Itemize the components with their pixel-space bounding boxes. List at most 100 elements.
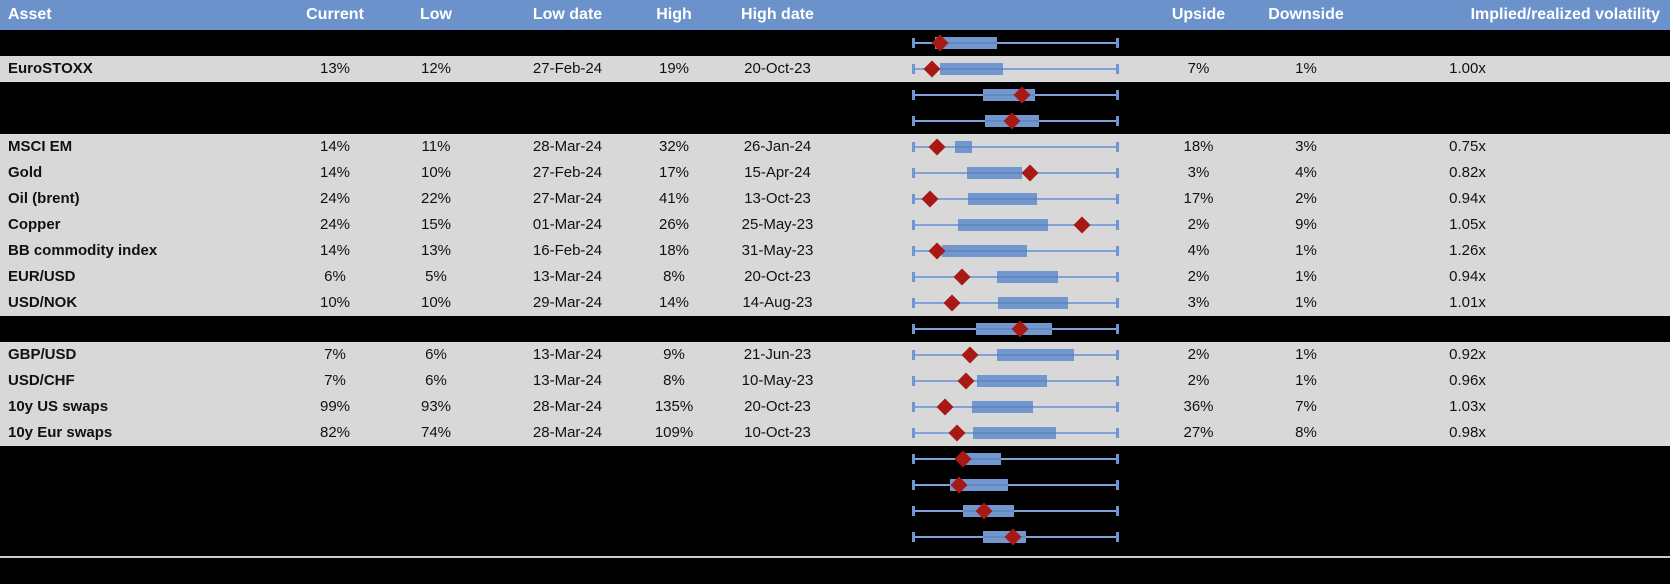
cell-asset: Copper [8, 216, 61, 233]
cell-high-date: 20-Oct-23 [744, 268, 811, 285]
whisker-cap-right [1116, 350, 1119, 360]
cell-high-date: 20-Oct-23 [744, 60, 811, 77]
boxplot [912, 498, 1119, 524]
table-row: Oil (brent) 24% 22% 27-Mar-24 41% 13-Oct-23 17… [0, 186, 1670, 212]
interquartile-box [973, 427, 1056, 439]
whisker-cap-left [912, 350, 915, 360]
whisker-cap-left [912, 532, 915, 542]
interquartile-box [967, 167, 1022, 179]
spacer-row [0, 524, 1670, 550]
cell-low: 10% [420, 294, 452, 311]
cell-downside: 7% [1295, 398, 1317, 415]
cell-upside: 2% [1187, 346, 1210, 363]
whisker-line [913, 510, 1117, 512]
interquartile-box [977, 375, 1048, 387]
boxplot [912, 30, 1119, 56]
current-level-diamond-marker [957, 372, 975, 390]
interquartile-box [968, 193, 1038, 205]
cell-upside: 3% [1187, 164, 1210, 181]
current-level-diamond-marker [961, 346, 979, 364]
spacer-row [0, 108, 1670, 134]
cell-upside: 2% [1187, 372, 1210, 389]
cell-low-date: 01-Mar-24 [532, 216, 603, 233]
cell-implied: 0.94x [1449, 190, 1486, 207]
cell-low-date: 29-Mar-24 [532, 294, 603, 311]
cell-low-date: 27-Feb-24 [532, 60, 603, 77]
whisker-cap-left [912, 298, 915, 308]
column-header-asset: Asset [8, 6, 52, 23]
whisker-cap-left [912, 38, 915, 48]
table-row: EUR/USD 6% 5% 13-Mar-24 8% 20-Oct-23 2% 1% 0.94x [0, 264, 1670, 290]
table-row: MSCI EM 14% 11% 28-Mar-24 32% 26-Jan-24 18% 3% 0… [0, 134, 1670, 160]
cell-downside: 3% [1295, 138, 1317, 155]
cell-asset: MSCI EM [8, 138, 73, 155]
spacer-row [0, 82, 1670, 108]
spacer-row [0, 316, 1670, 342]
cell-high: 14% [658, 294, 690, 311]
whisker-cap-right [1116, 298, 1119, 308]
cell-downside: 9% [1295, 216, 1317, 233]
whisker-cap-left [912, 272, 915, 282]
spacer-row [0, 472, 1670, 498]
whisker-cap-left [912, 220, 915, 230]
column-header-current: Current [306, 6, 364, 23]
current-level-diamond-marker [921, 190, 939, 208]
boxplot [912, 108, 1119, 134]
whisker-cap-right [1116, 376, 1119, 386]
spacer-row [0, 498, 1670, 524]
cell-current: 82% [319, 424, 351, 441]
cell-downside: 8% [1295, 424, 1317, 441]
cell-downside: 1% [1295, 242, 1317, 259]
cell-downside: 1% [1295, 346, 1317, 363]
boxplot [912, 316, 1119, 342]
boxplot [912, 524, 1119, 550]
cell-current: 99% [319, 398, 351, 415]
cell-implied: 1.26x [1449, 242, 1486, 259]
cell-current: 24% [319, 190, 351, 207]
cell-current: 24% [319, 216, 351, 233]
table-row: BB commodity index 14% 13% 16-Feb-24 18% 31-M… [0, 238, 1670, 264]
cell-low-date: 16-Feb-24 [532, 242, 603, 259]
column-header-low: Low [420, 6, 452, 23]
cell-high: 8% [663, 268, 685, 285]
cell-high-date: 10-May-23 [741, 372, 814, 389]
cell-implied: 1.00x [1449, 60, 1486, 77]
cell-asset: 10y Eur swaps [8, 424, 113, 441]
table-row: Gold 14% 10% 27-Feb-24 17% 15-Apr-24 3% 4% 0.82x [0, 160, 1670, 186]
interquartile-box [955, 141, 972, 153]
whisker-cap-right [1116, 142, 1119, 152]
whisker-cap-right [1116, 220, 1119, 230]
bottom-band [0, 550, 1670, 584]
cell-high: 17% [658, 164, 690, 181]
cell-implied: 0.92x [1449, 346, 1486, 363]
cell-asset: Gold [8, 164, 43, 181]
cell-asset: USD/CHF [8, 372, 75, 389]
table-row: 10y US swaps 99% 93% 28-Mar-24 135% 20-Oct-23… [0, 394, 1670, 420]
cell-current: 13% [319, 60, 351, 77]
cell-low-date: 27-Mar-24 [532, 190, 603, 207]
spacer-row [0, 446, 1670, 472]
table-row: USD/CHF 7% 6% 13-Mar-24 8% 10-May-23 2% 1% 0.96x [0, 368, 1670, 394]
column-header-downside: Downside [1268, 6, 1344, 23]
interquartile-box [935, 37, 997, 49]
cell-implied: 0.96x [1449, 372, 1486, 389]
cell-downside: 1% [1295, 268, 1317, 285]
cell-low: 74% [420, 424, 452, 441]
table-body: EuroSTOXX 13% 12% 27-Feb-24 19% 20-Oct-23 7% 1%… [0, 30, 1673, 550]
cell-high: 9% [663, 346, 685, 363]
whisker-cap-left [912, 246, 915, 256]
cell-low-date: 13-Mar-24 [532, 268, 603, 285]
cell-current: 14% [319, 138, 351, 155]
cell-asset: 10y US swaps [8, 398, 109, 415]
cell-high: 32% [658, 138, 690, 155]
boxplot [912, 186, 1119, 212]
cell-current: 6% [324, 268, 346, 285]
whisker-cap-right [1116, 532, 1119, 542]
whisker-line [913, 42, 1117, 44]
cell-high: 19% [658, 60, 690, 77]
whisker-cap-right [1116, 454, 1119, 464]
whisker-cap-left [912, 64, 915, 74]
boxplot [912, 264, 1119, 290]
whisker-cap-left [912, 324, 915, 334]
